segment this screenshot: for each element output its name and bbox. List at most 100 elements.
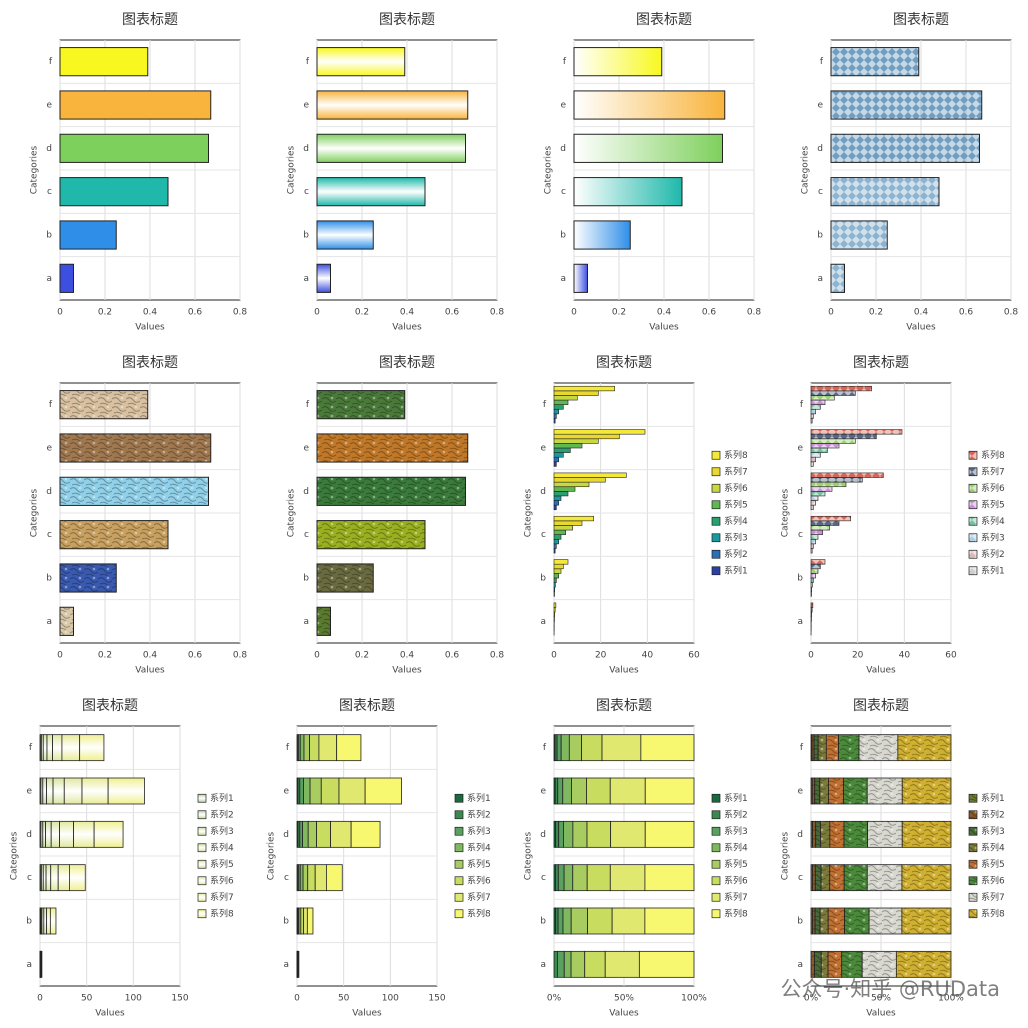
y-tick-label: a [303,274,309,284]
y-tick-label: e [46,101,52,111]
x-tick-label: 0.2 [355,651,369,661]
bar [573,220,631,250]
y-tick-label: e [540,444,546,454]
y-tick-label: d [540,830,546,840]
x-axis-label: Values [135,323,165,333]
y-axis-label: Categories [287,145,297,194]
watermark: 公众号·知乎 @RUData [781,977,1000,1001]
y-tick-label: c [818,187,823,197]
y-tick-label: c [561,187,566,197]
legend-label: 系列5 [467,858,491,870]
bar [59,520,169,550]
y-tick-label: d [46,487,52,497]
legend-swatch [968,483,978,493]
y-tick-label: c [304,530,309,540]
x-tick-label: 0 [314,651,320,661]
x-tick-label: 0 [828,308,834,318]
legend-swatch [968,549,978,559]
legend-swatch [968,892,978,902]
x-tick-label: 0 [571,308,577,318]
y-tick-label: c [47,530,52,540]
y-tick-label: b [283,917,289,927]
bar [810,515,851,522]
bar-segment [610,820,646,848]
y-tick-label: a [540,617,546,627]
bar-segment [644,820,695,848]
y-tick-label: a [26,960,32,970]
legend-swatch [454,909,464,919]
bar-segment [901,907,952,935]
bar [830,47,920,77]
legend-swatch [711,467,721,477]
chart-title: 图表标题 [379,12,435,28]
legend-label: 系列7 [210,891,234,903]
bar-segment [867,820,903,848]
x-tick-label: 20 [852,651,864,661]
legend-swatch [711,566,721,576]
legend-swatch [454,876,464,886]
chart-title: 图表标题 [596,698,652,714]
y-tick-label: f [800,743,804,753]
bar [59,263,74,293]
legend-label: 系列5 [981,498,1005,510]
bar [59,220,117,250]
x-tick-label: 150 [428,994,445,1004]
legend-swatch [454,892,464,902]
x-tick-label: 50% [871,994,891,1004]
x-tick-label: 100% [938,994,964,1004]
legend-label: 系列6 [724,482,748,494]
y-tick-label: e [560,101,566,111]
legend-swatch [711,793,721,803]
legend-swatch [197,909,207,919]
y-tick-label: d [540,487,546,497]
legend-label: 系列2 [467,808,491,820]
legend-swatch [968,859,978,869]
legend-swatch [968,500,978,510]
legend-swatch [197,826,207,836]
bar [573,177,683,207]
x-axis-label: Values [352,1009,382,1019]
x-tick-label: 0.8 [490,308,505,318]
x-tick-label: 100 [125,994,142,1004]
bar [316,263,331,293]
bar [810,385,872,392]
x-tick-label: 0% [804,994,819,1004]
x-tick-label: 0.2 [98,651,112,661]
legend-label: 系列1 [724,792,748,804]
x-axis-label: Values [135,666,165,676]
y-tick-label: b [26,917,32,927]
x-tick-label: 0.6 [445,308,460,318]
bar [573,133,723,163]
legend-swatch [968,467,978,477]
x-axis-label: Values [866,666,896,676]
legend-swatch [711,549,721,559]
bar [830,177,940,207]
x-tick-label: 0.6 [188,651,203,661]
bar-segment [644,907,695,935]
bar-segment [306,907,314,935]
y-tick-label: e [283,787,289,797]
bar [553,602,557,608]
y-tick-label: a [46,274,52,284]
y-tick-label: a [46,617,52,627]
bar [553,515,594,522]
y-tick-label: f [306,400,310,410]
bar-segment [93,820,124,848]
bar [316,90,469,120]
legend-swatch [711,450,721,460]
legend-label: 系列5 [981,858,1005,870]
bar [59,563,117,593]
chart-title: 图表标题 [853,698,909,714]
x-tick-label: 40 [642,651,654,661]
y-axis-label: Categories [287,488,297,537]
legend-swatch [197,810,207,820]
x-axis-label: Values [392,323,422,333]
x-tick-label: 100% [681,994,707,1004]
bar-segment [858,734,899,762]
bar [573,47,663,77]
y-tick-label: f [49,57,53,67]
bar [830,263,845,293]
legend-label: 系列3 [210,825,234,837]
legend-label: 系列3 [467,825,491,837]
